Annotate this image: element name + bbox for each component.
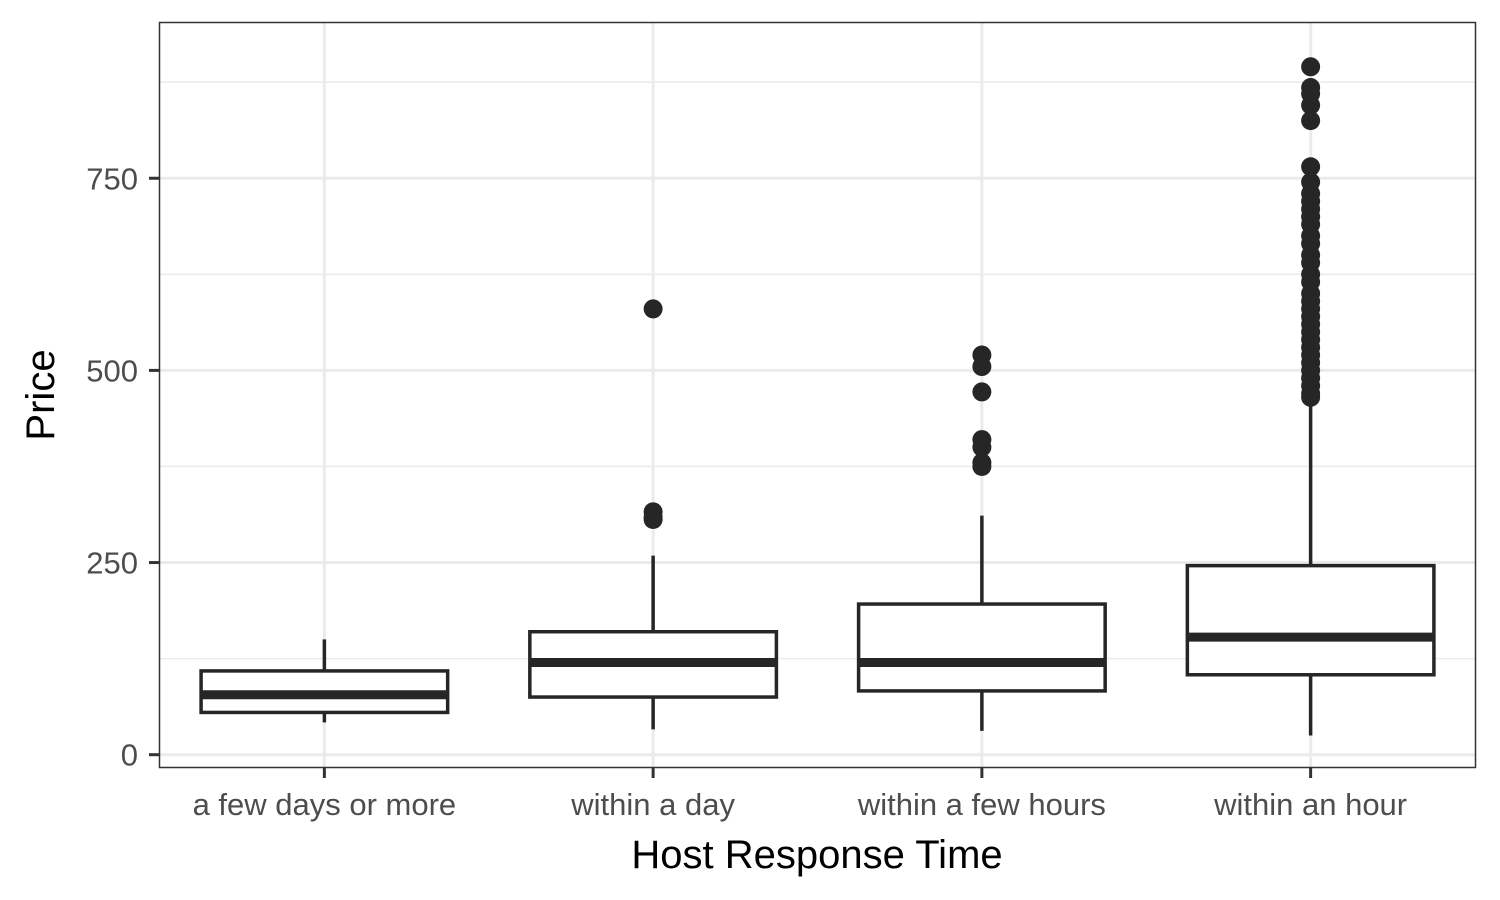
outlier-point bbox=[1301, 111, 1321, 131]
box-3 bbox=[1185, 401, 1436, 736]
grid-lines bbox=[160, 23, 1475, 767]
panel-border bbox=[158, 21, 1477, 769]
box-iqr bbox=[856, 602, 1107, 693]
outlier-point bbox=[972, 382, 992, 402]
x-tick-label: within an hour bbox=[1213, 787, 1407, 822]
x-tick-label: within a day bbox=[570, 787, 735, 822]
outlier-point bbox=[972, 430, 992, 450]
y-tick-label: 250 bbox=[86, 546, 138, 581]
x-axis-title: Host Response Time bbox=[631, 833, 1002, 877]
y-tick-label: 750 bbox=[86, 161, 138, 196]
x-tick-label: a few days or more bbox=[193, 787, 457, 822]
outlier-point bbox=[643, 502, 663, 522]
axes: 0 250 500 750 a few days or more within a day… bbox=[86, 161, 1407, 822]
outlier-point bbox=[972, 453, 992, 473]
x-tick-label: within a few hours bbox=[857, 787, 1106, 822]
outlier-point bbox=[1301, 57, 1321, 77]
y-axis-title: Price bbox=[19, 349, 63, 440]
box-1 bbox=[528, 555, 779, 730]
y-tick-label: 500 bbox=[86, 353, 138, 388]
box-2 bbox=[856, 515, 1107, 731]
boxes bbox=[199, 401, 1436, 736]
outlier-point bbox=[972, 345, 992, 365]
box-0 bbox=[199, 639, 450, 723]
box-iqr bbox=[1185, 563, 1436, 677]
outlier-point bbox=[643, 299, 663, 319]
outlier-point bbox=[1301, 157, 1321, 177]
y-tick-label: 0 bbox=[121, 738, 138, 773]
outlier-points bbox=[643, 57, 1321, 530]
outlier-point bbox=[1301, 78, 1321, 98]
outlier-point bbox=[1301, 172, 1321, 192]
